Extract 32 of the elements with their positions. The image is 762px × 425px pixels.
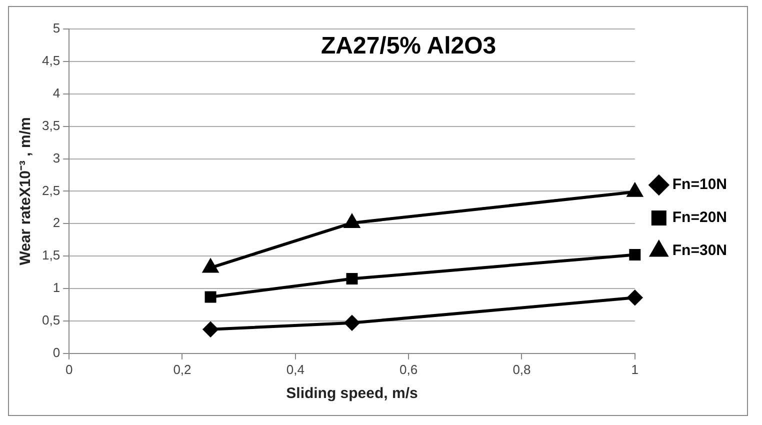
x-tick-label: 0: [65, 362, 73, 377]
point: [204, 291, 216, 303]
y-tick-label: 5: [52, 20, 60, 36]
y-tick-label: 3,5: [42, 118, 60, 133]
legend-label: Fn=10N: [672, 176, 728, 194]
chart-title: ZA27/5% Al2O3: [320, 32, 496, 60]
x-tick-label: 1: [631, 362, 639, 377]
y-tick-label: 4: [52, 85, 60, 100]
y-tick-label: 0,5: [42, 312, 60, 328]
point: [344, 315, 360, 330]
y-tick-label: 1: [52, 280, 60, 296]
x-axis-title: Sliding speed, m/s: [286, 385, 418, 402]
y-tick-label: 0: [52, 344, 60, 360]
y-axis-title: Wear rateX10⁻³ , m/m: [17, 117, 34, 266]
legend-label: Fn=20N: [672, 209, 728, 226]
y-tick-label: 2: [52, 215, 60, 230]
legend-label: Fn=30N: [672, 242, 728, 260]
point: [629, 249, 641, 261]
point: [344, 214, 360, 228]
x-tick-label: 0,8: [512, 362, 531, 377]
point: [627, 290, 642, 306]
x-tick-label: 0,6: [400, 362, 418, 377]
x-tick-label: 0,4: [286, 362, 304, 377]
y-tick-label: 3: [52, 150, 60, 166]
y-tick-label: 1,5: [42, 248, 60, 263]
y-tick-label: 2,5: [42, 182, 60, 198]
point: [202, 259, 218, 273]
point: [203, 322, 218, 337]
point: [627, 183, 642, 197]
point: [346, 273, 358, 285]
x-tick-label: 0,2: [173, 362, 192, 377]
y-tick-label: 4,5: [42, 53, 60, 68]
